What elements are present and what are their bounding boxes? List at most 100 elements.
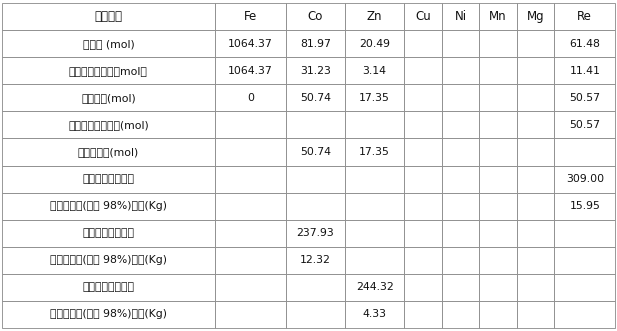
Text: 配料元素: 配料元素 [94, 10, 122, 23]
Text: Fe: Fe [244, 10, 257, 23]
Text: Re: Re [578, 10, 592, 23]
Bar [517, 84, 555, 112]
Bar [555, 30, 615, 57]
Bar [2, 57, 215, 84]
Bar [215, 112, 286, 138]
Text: 六水氯化锌分子量: 六水氯化锌分子量 [83, 282, 135, 292]
Text: 50.57: 50.57 [569, 120, 600, 130]
Text: 0: 0 [247, 93, 254, 103]
Bar [215, 57, 286, 84]
Text: 12.32: 12.32 [300, 255, 331, 265]
Bar [345, 301, 404, 328]
Bar [555, 166, 615, 193]
Bar [517, 247, 555, 274]
Bar [442, 30, 479, 57]
Bar [404, 219, 442, 247]
Bar [286, 84, 345, 112]
Text: 61.48: 61.48 [569, 39, 600, 49]
Bar [2, 166, 215, 193]
Bar [404, 57, 442, 84]
Bar [555, 112, 615, 138]
Bar [286, 3, 345, 30]
Bar [479, 138, 517, 166]
Bar [2, 274, 215, 301]
Bar [286, 274, 345, 301]
Bar [479, 247, 517, 274]
Bar [215, 219, 286, 247]
Bar [555, 274, 615, 301]
Text: 81.97: 81.97 [300, 39, 331, 49]
Bar [215, 247, 286, 274]
Bar [2, 301, 215, 328]
Bar [2, 193, 215, 219]
Text: 六水氯化钴分子量: 六水氯化钴分子量 [83, 228, 135, 238]
Bar [215, 84, 286, 112]
Bar [404, 30, 442, 57]
Text: 六水硝酸镧(纯度 98%)用量(Kg): 六水硝酸镧(纯度 98%)用量(Kg) [50, 201, 167, 211]
Bar [2, 138, 215, 166]
Text: 237.93: 237.93 [297, 228, 334, 238]
Bar [555, 138, 615, 166]
Bar [442, 193, 479, 219]
Text: 50.57: 50.57 [569, 93, 600, 103]
Bar [479, 3, 517, 30]
Bar [442, 219, 479, 247]
Text: 11.41: 11.41 [569, 66, 600, 76]
Bar [345, 138, 404, 166]
Bar [215, 301, 286, 328]
Bar [479, 274, 517, 301]
Text: 31.23: 31.23 [300, 66, 331, 76]
Bar [404, 301, 442, 328]
Bar [345, 112, 404, 138]
Bar [517, 3, 555, 30]
Bar [517, 166, 555, 193]
Bar [215, 138, 286, 166]
Text: 六水氯化钴(纯度 98%)用量(Kg): 六水氯化钴(纯度 98%)用量(Kg) [50, 255, 167, 265]
Bar [479, 112, 517, 138]
Bar [286, 57, 345, 84]
Text: 二价替换料(mol): 二价替换料(mol) [78, 147, 139, 157]
Bar [345, 247, 404, 274]
Text: 17.35: 17.35 [359, 147, 390, 157]
Bar [479, 301, 517, 328]
Text: 配料添加(mol): 配料添加(mol) [81, 93, 136, 103]
Text: 4.33: 4.33 [363, 309, 387, 319]
Bar [286, 219, 345, 247]
Text: 15.95: 15.95 [569, 201, 600, 211]
Bar [404, 3, 442, 30]
Bar [345, 30, 404, 57]
Bar [2, 219, 215, 247]
Text: 1064.37: 1064.37 [228, 66, 273, 76]
Bar [442, 166, 479, 193]
Bar [215, 3, 286, 30]
Bar [345, 219, 404, 247]
Bar [345, 274, 404, 301]
Text: Mn: Mn [489, 10, 507, 23]
Bar [442, 3, 479, 30]
Bar [442, 274, 479, 301]
Bar [345, 3, 404, 30]
Bar [555, 57, 615, 84]
Bar [442, 84, 479, 112]
Bar [215, 274, 286, 301]
Bar [517, 274, 555, 301]
Bar [442, 301, 479, 328]
Bar [345, 166, 404, 193]
Bar [479, 193, 517, 219]
Text: 六水硝酸镧分子量: 六水硝酸镧分子量 [83, 174, 135, 184]
Bar [404, 166, 442, 193]
Bar [2, 247, 215, 274]
Bar [286, 193, 345, 219]
Text: 其中：三价掺杂料(mol): 其中：三价掺杂料(mol) [68, 120, 149, 130]
Bar [215, 30, 286, 57]
Bar [442, 112, 479, 138]
Bar [555, 301, 615, 328]
Bar [404, 138, 442, 166]
Bar [404, 247, 442, 274]
Bar [404, 193, 442, 219]
Text: 17.35: 17.35 [359, 93, 390, 103]
Text: 六水氯化锌(纯度 98%)用量(Kg): 六水氯化锌(纯度 98%)用量(Kg) [50, 309, 167, 319]
Bar [517, 112, 555, 138]
Bar [517, 193, 555, 219]
Bar [479, 30, 517, 57]
